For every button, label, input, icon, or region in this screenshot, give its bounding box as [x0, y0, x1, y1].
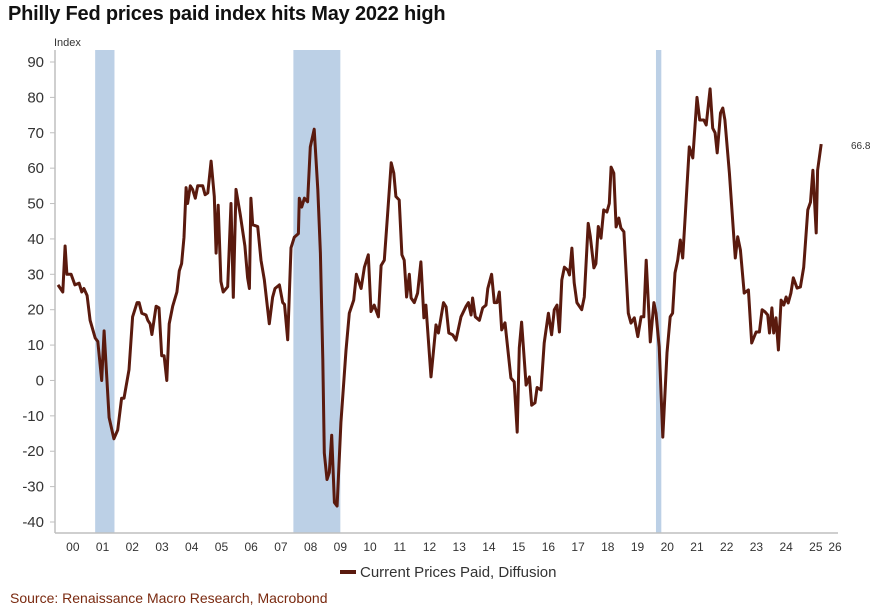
series-lines: [56, 87, 823, 508]
y-tick-label: 80: [27, 89, 44, 106]
x-tick-label: 22: [720, 540, 734, 554]
x-tick-label: 15: [512, 540, 526, 554]
chart-title: Philly Fed prices paid index hits May 20…: [8, 3, 446, 25]
x-tick-label: 17: [571, 540, 585, 554]
y-tick-label: 90: [27, 54, 44, 71]
y-tick-label: 60: [27, 160, 44, 177]
x-tick-label: 19: [631, 540, 645, 554]
y-tick-label: 40: [27, 231, 44, 248]
x-tick-label: 07: [274, 540, 288, 554]
x-tick-label: 18: [601, 540, 615, 554]
x-tick-label: 01: [96, 540, 110, 554]
source-note: Source: Renaissance Macro Research, Macr…: [10, 590, 328, 606]
x-tick-label: 14: [482, 540, 496, 554]
x-tick-label: 02: [126, 540, 140, 554]
x-tick-label: 12: [423, 540, 437, 554]
x-tick-label: 25: [809, 540, 823, 554]
x-tick-label: 11: [394, 540, 407, 554]
y-tick-label: 30: [27, 266, 44, 283]
y-tick-label: -10: [22, 408, 44, 425]
y-axis-label: Index: [54, 37, 81, 49]
y-tick-label: -30: [22, 479, 44, 496]
y-tick-label: -20: [22, 443, 44, 460]
y-tick-label: 10: [27, 337, 44, 354]
axes: -40 -30 -20 -10 0 10 20 30 40 50 60 70 80 90 00 01 02 03 0…: [22, 50, 842, 554]
last-value-label: 66.8: [851, 141, 871, 152]
x-tick-label: 08: [304, 540, 318, 554]
y-tick-label: -40: [22, 514, 44, 531]
x-tick-label: 20: [661, 540, 675, 554]
legend: Current Prices Paid, Diffusion: [340, 564, 556, 581]
y-tick-label: 0: [36, 372, 44, 389]
x-tick-label: 26: [828, 540, 842, 554]
x-tick-label: 23: [750, 540, 764, 554]
x-tick-label: 05: [215, 540, 229, 554]
legend-label: Current Prices Paid, Diffusion: [360, 564, 556, 581]
series-line-current-prices-paid: [56, 87, 823, 508]
recession-band: [95, 50, 115, 533]
x-tick-label: 16: [542, 540, 556, 554]
x-tick-label: 10: [363, 540, 377, 554]
x-tick-label: 13: [453, 540, 467, 554]
recession-band: [655, 50, 662, 533]
x-tick-label: 09: [334, 540, 348, 554]
x-tick-label: 03: [155, 540, 169, 554]
y-tick-label: 50: [27, 196, 44, 213]
x-tick-label: 04: [185, 540, 199, 554]
y-tick-label: 70: [27, 125, 44, 142]
x-tick-label: 21: [690, 540, 704, 554]
y-tick-label: 20: [27, 302, 44, 319]
x-tick-label: 06: [245, 540, 259, 554]
x-tick-label: 24: [779, 540, 793, 554]
x-tick-label: 00: [66, 540, 80, 554]
